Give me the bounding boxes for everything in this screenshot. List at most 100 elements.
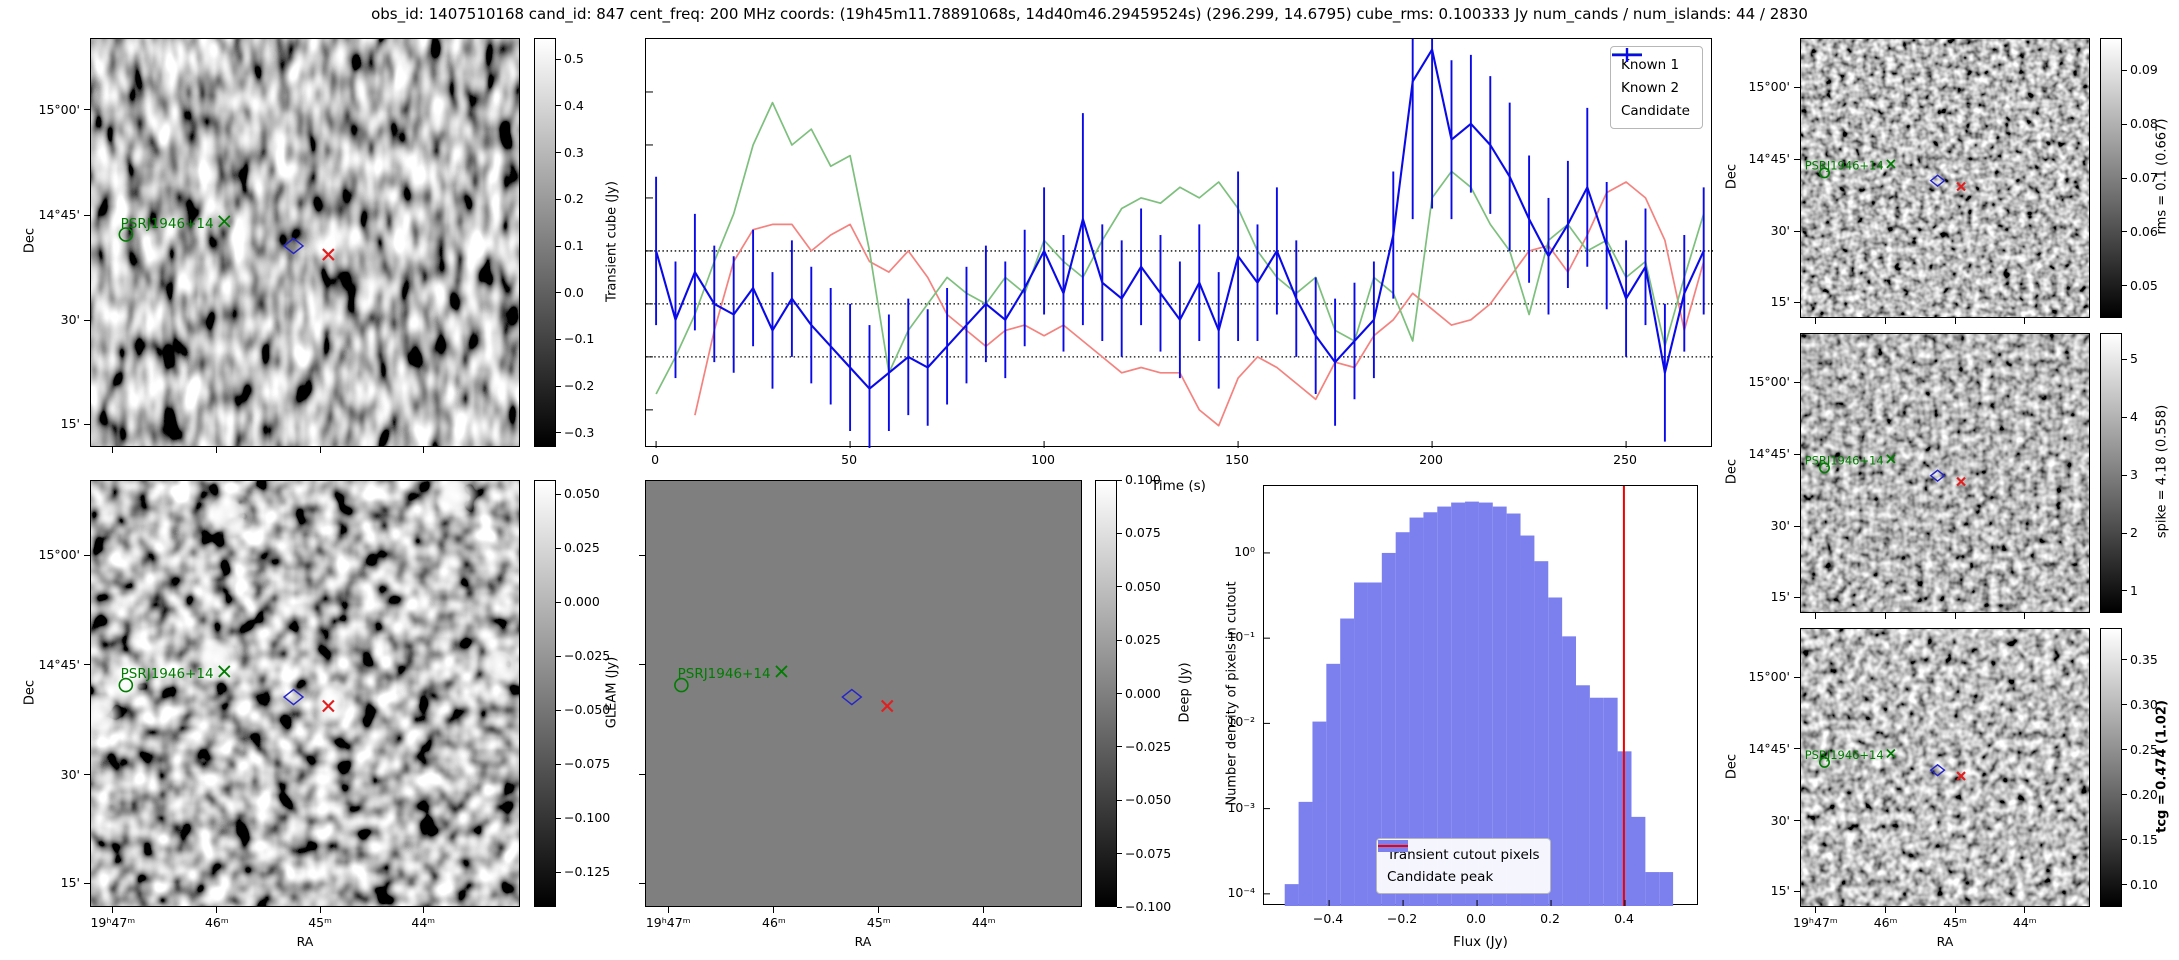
dec-tick-mark — [1794, 230, 1800, 232]
time-tick-label: 150 — [1225, 452, 1249, 467]
colorbar-tick-mark — [556, 547, 561, 549]
colorbar-tick-label: 0.06 — [2130, 223, 2158, 239]
colorbar-tick-mark — [2122, 123, 2127, 125]
ra-tick-label: 45ᵐ — [1943, 915, 1967, 930]
dec-tick-mark — [84, 319, 90, 321]
dec-tick-mark — [639, 554, 645, 556]
ra-tick-label: 44ᵐ — [971, 915, 996, 930]
ra-tick-label: 45ᵐ — [866, 915, 891, 930]
flux-tick-label: −0.4 — [1312, 911, 1344, 926]
colorbar-tick-mark — [1117, 532, 1122, 534]
colorbar-tick-label: 2 — [2130, 525, 2138, 540]
peak-position-x-marker — [1956, 476, 1966, 487]
histogram-bar — [1465, 501, 1479, 906]
peak-position-x-marker — [322, 699, 335, 713]
bright-source-blob — [193, 638, 238, 683]
colorbar-tick-mark — [2122, 285, 2127, 287]
colorbar-tick-label: −0.100 — [564, 810, 611, 826]
colorbar-tick-label: −0.075 — [564, 756, 611, 772]
density-tick-label: 10⁻³ — [1227, 799, 1255, 815]
time-tick-label: 50 — [841, 452, 858, 467]
colorbar-tick-label: 0.000 — [1125, 685, 1161, 701]
dec-tick-mark — [84, 109, 90, 111]
colorbar-transient — [534, 38, 556, 447]
colorbar-tick-mark — [556, 432, 561, 434]
ra-axis-label-gleam: RA — [296, 934, 314, 949]
colorbar-tick-label: 0.050 — [1125, 578, 1161, 594]
dec-tick-label: 15' — [1770, 883, 1790, 899]
ra-axis-label-right: RA — [1936, 934, 1954, 949]
dec-axis-label-gleam: Dec — [22, 679, 38, 706]
colorbar-label-gleam: GLEAM (Jy) — [604, 656, 620, 728]
flux-histogram-plot: Transient cutout pixels Candidate peak — [1263, 485, 1698, 906]
colorbar-tick-mark — [556, 198, 561, 200]
light-curve-plot: Known 1 Known 2 Candidate — [645, 38, 1713, 448]
noise-texture — [1801, 629, 2089, 906]
histogram-bar — [1354, 582, 1368, 906]
histogram-bar — [1478, 502, 1493, 906]
dec-tick-mark — [84, 554, 90, 556]
ra-tick-label: 19ʰ47ᵐ — [645, 915, 691, 930]
ra-axis-label-deep: RA — [854, 934, 872, 949]
ra-tick-mark — [1885, 907, 1887, 913]
colorbar-tick-label: 0.0 — [564, 284, 584, 300]
colorbar-tick-label: 0.4 — [564, 97, 584, 113]
rms-map-cutout: PSRJ1946+14 — [1800, 38, 2090, 318]
colorbar-tick-label: −0.125 — [564, 864, 611, 880]
dec-tick-label: 15' — [1770, 294, 1790, 310]
peak-position-x-marker — [322, 248, 335, 261]
histogram-bar — [1603, 697, 1618, 906]
peak-position-x-marker — [1956, 771, 1966, 781]
histogram-bar — [1589, 697, 1604, 906]
colorbar-tick-mark — [2122, 532, 2127, 534]
dec-axis-label-rms: Dec — [1724, 163, 1740, 190]
dec-tick-label: 30' — [1770, 518, 1790, 534]
dec-tick-mark — [639, 774, 645, 776]
colorbar-tick-mark — [2122, 474, 2127, 476]
ra-tick-mark — [1814, 907, 1816, 913]
dec-tick-mark — [1794, 158, 1800, 160]
ra-tick-mark — [216, 447, 218, 453]
dec-tick-label: 30' — [60, 766, 80, 782]
histogram-bar — [1548, 597, 1563, 906]
colorbar-label-tcg: tcg = 0.474 (1.02) — [2154, 699, 2170, 833]
colorbar-tick-mark — [2122, 704, 2127, 705]
known-source-label: PSRJ1946+14 — [678, 666, 771, 682]
ra-tick-mark — [1954, 907, 1956, 913]
colorbar-label-deep: Deep (Jy) — [1177, 661, 1193, 723]
time-tick-label: 0 — [651, 452, 660, 467]
known-source-circle-marker — [118, 677, 134, 693]
dec-tick-mark — [639, 882, 645, 884]
colorbar-tick-mark — [556, 58, 561, 60]
ra-tick-mark — [112, 447, 114, 453]
colorbar-tick-label: 0.050 — [564, 486, 600, 502]
colorbar-tick-label: −0.050 — [564, 702, 611, 718]
ra-tick-label: 46ᵐ — [204, 915, 229, 930]
known-source-x-marker — [1886, 159, 1896, 169]
dec-tick-label: 15°00' — [1748, 374, 1791, 390]
histogram-bar — [1492, 506, 1507, 906]
colorbar-tick-label: 0.10 — [2130, 876, 2158, 892]
dec-tick-label: 14°45' — [1748, 446, 1791, 462]
noise-texture — [91, 481, 519, 906]
histogram-bar — [1409, 517, 1424, 906]
ra-tick-mark — [2024, 613, 2026, 619]
known-source-x-marker — [1886, 454, 1896, 464]
histogram-canvas — [1264, 486, 1674, 906]
colorbar-tick-mark — [2122, 839, 2127, 840]
colorbar-spike — [2100, 333, 2122, 613]
gleam-cutout-image: PSRJ1946+14 — [90, 480, 520, 907]
dec-tick-label: 15' — [60, 875, 80, 891]
ra-tick-mark — [1954, 613, 1956, 619]
noise-texture — [91, 39, 519, 446]
dec-tick-mark — [1794, 676, 1800, 678]
colorbar-tick-mark — [556, 709, 561, 711]
colorbar-tick-label: 5 — [2130, 351, 2138, 367]
histogram-bar — [1645, 872, 1660, 906]
candidate-diamond-marker — [841, 688, 863, 706]
dec-tick-label: 15°00' — [1748, 669, 1791, 685]
colorbar-tick-mark — [556, 763, 561, 765]
time-axis-label: Time (s) — [1151, 478, 1206, 494]
flux-tick-label: −0.2 — [1386, 911, 1418, 926]
noise-texture — [1801, 39, 2089, 317]
